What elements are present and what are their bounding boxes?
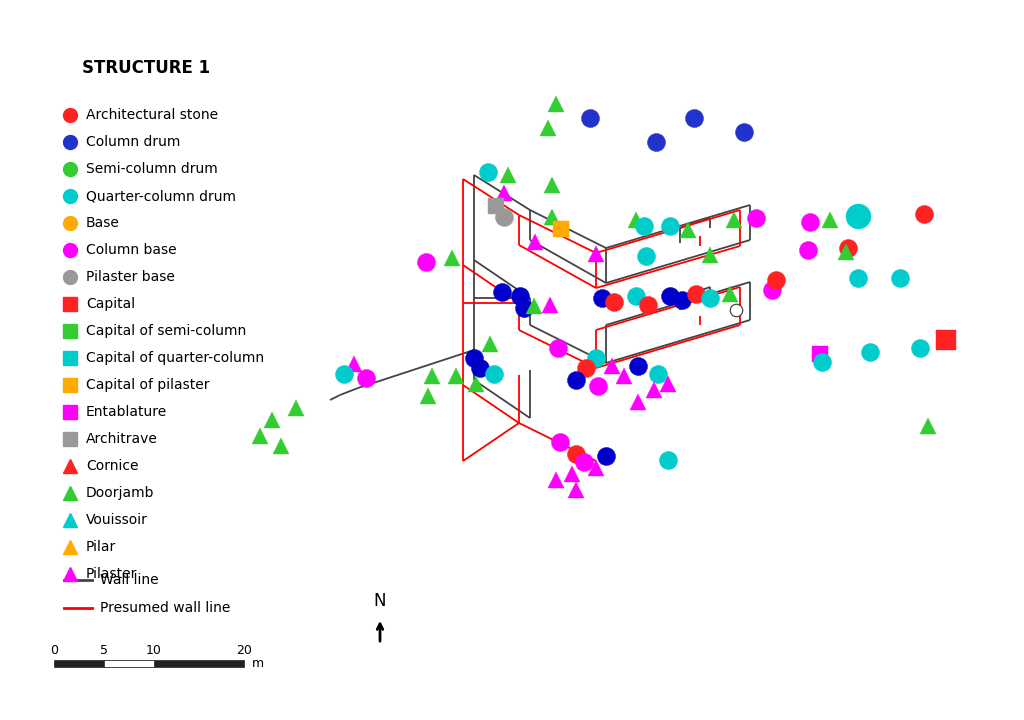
Text: Base: Base — [86, 216, 120, 230]
Text: m: m — [252, 657, 264, 670]
Text: Architrave: Architrave — [86, 432, 158, 446]
Bar — [54, 660, 244, 667]
Text: 10: 10 — [146, 644, 162, 657]
Text: Capital of semi-column: Capital of semi-column — [86, 324, 246, 338]
Text: Pilaster base: Pilaster base — [86, 270, 175, 284]
Text: 20: 20 — [237, 644, 252, 657]
Bar — [104, 660, 154, 667]
Text: Column base: Column base — [86, 243, 176, 257]
Text: Pilar: Pilar — [86, 540, 117, 554]
Text: Capital of quarter-column: Capital of quarter-column — [86, 351, 264, 365]
Text: Architectural stone: Architectural stone — [86, 108, 218, 122]
Text: Cornice: Cornice — [86, 459, 138, 473]
Text: STRUCTURE 1: STRUCTURE 1 — [82, 59, 210, 77]
Text: 5: 5 — [100, 644, 108, 657]
Text: N: N — [374, 592, 386, 610]
Text: Column drum: Column drum — [86, 135, 180, 149]
Text: Capital: Capital — [86, 297, 135, 311]
Text: Pilaster: Pilaster — [86, 567, 137, 581]
Text: Entablature: Entablature — [86, 405, 167, 419]
Text: Presumed wall line: Presumed wall line — [100, 601, 230, 615]
Text: Vouissoir: Vouissoir — [86, 513, 147, 527]
Text: 0: 0 — [50, 644, 58, 657]
Text: Wall line: Wall line — [100, 573, 159, 587]
Text: Quarter-column drum: Quarter-column drum — [86, 189, 236, 203]
Text: Semi-column drum: Semi-column drum — [86, 162, 218, 176]
Text: Doorjamb: Doorjamb — [86, 486, 155, 500]
Text: Capital of pilaster: Capital of pilaster — [86, 378, 210, 392]
